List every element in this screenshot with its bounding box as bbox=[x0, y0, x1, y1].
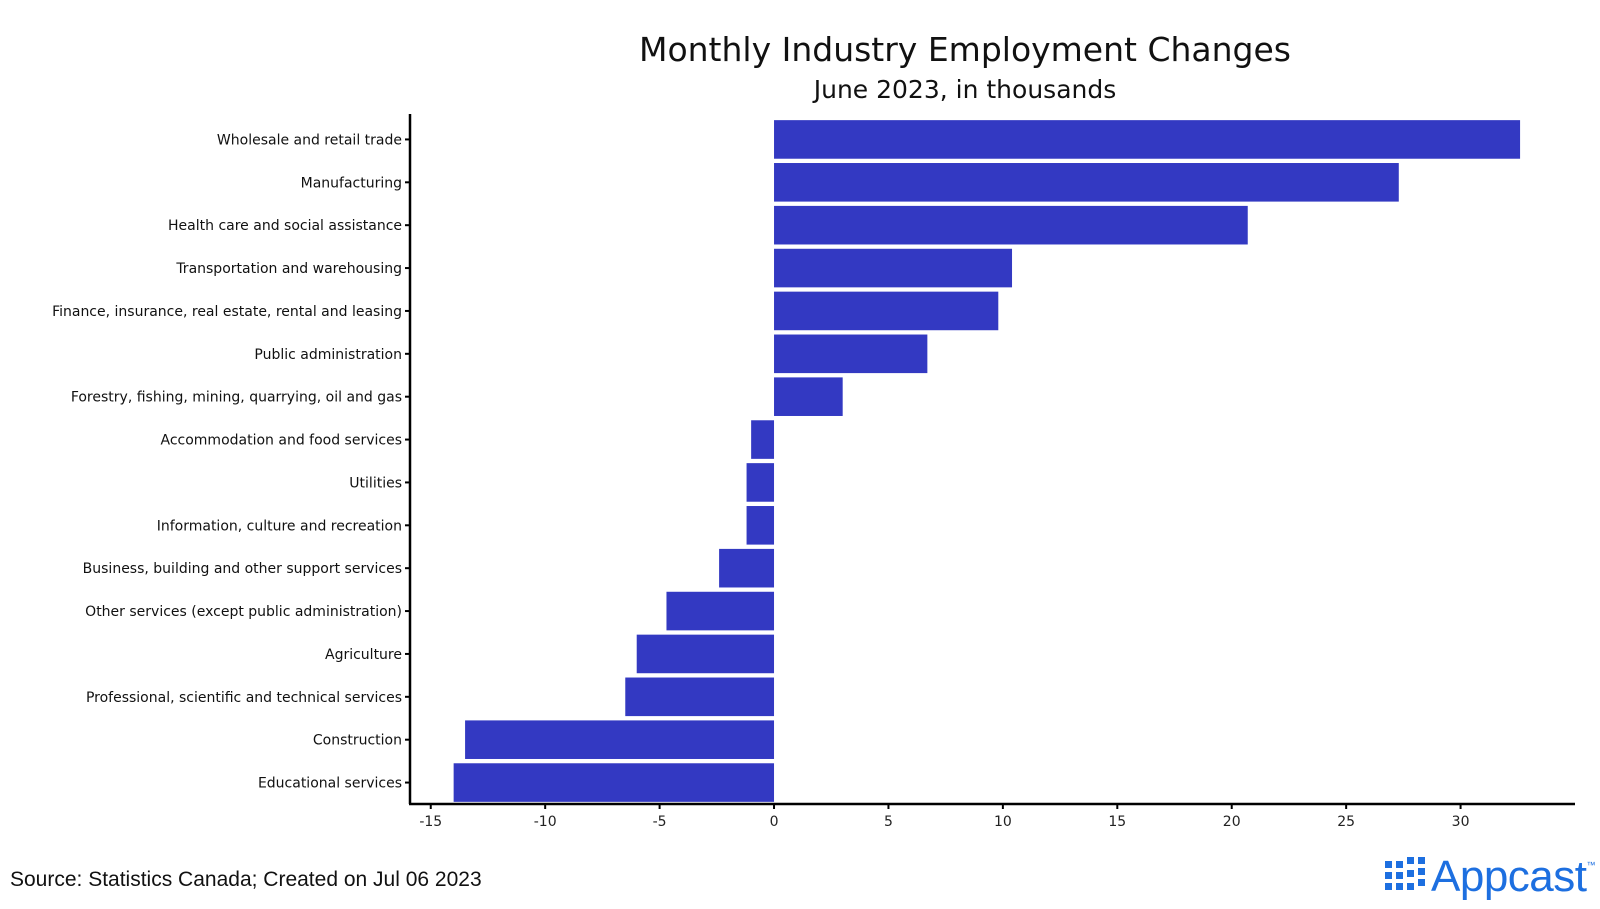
category-label: Manufacturing bbox=[301, 175, 402, 191]
bar bbox=[751, 420, 775, 459]
appcast-logo-trademark: ™ bbox=[1586, 860, 1596, 870]
category-label: Accommodation and food services bbox=[161, 433, 403, 449]
category-labels: Wholesale and retail trade Manufacturing H… bbox=[52, 132, 410, 792]
x-tick-label: 15 bbox=[1108, 814, 1126, 830]
category-label: Agriculture bbox=[325, 647, 402, 663]
bar bbox=[666, 591, 775, 631]
x-tick-label: -10 bbox=[534, 814, 557, 830]
category-label: Health care and social assistance bbox=[168, 218, 402, 234]
chart-subtitle: June 2023, in thousands bbox=[812, 75, 1117, 104]
chart-title: Monthly Industry Employment Changes bbox=[639, 30, 1291, 69]
bar bbox=[774, 291, 999, 331]
category-label: Utilities bbox=[349, 475, 402, 491]
appcast-logo-text: Appcast bbox=[1431, 852, 1587, 901]
category-label: Construction bbox=[313, 733, 402, 749]
category-label: Professional, scientific and technical s… bbox=[86, 690, 402, 706]
bar bbox=[625, 677, 775, 717]
x-tick-label: -5 bbox=[653, 814, 667, 830]
category-label: Business, building and other support ser… bbox=[83, 561, 402, 577]
x-tick-label: 25 bbox=[1337, 814, 1355, 830]
bars-layer bbox=[453, 120, 1521, 802]
x-tick-label: 20 bbox=[1223, 814, 1241, 830]
bar bbox=[774, 334, 928, 374]
bar bbox=[774, 377, 843, 416]
source-note: Source: Statistics Canada; Created on Ju… bbox=[10, 868, 482, 891]
bar bbox=[774, 205, 1248, 245]
category-label: Forestry, fishing, mining, quarrying, oi… bbox=[71, 390, 402, 406]
category-label: Finance, insurance, real estate, rental … bbox=[52, 304, 402, 320]
x-tick-label: 0 bbox=[770, 814, 779, 830]
bar bbox=[746, 506, 775, 545]
appcast-logo-icon bbox=[1385, 857, 1425, 897]
bar bbox=[719, 548, 775, 588]
category-label: Other services (except public administra… bbox=[85, 604, 402, 620]
category-label: Wholesale and retail trade bbox=[217, 132, 402, 148]
bar bbox=[453, 763, 775, 802]
bar bbox=[746, 463, 775, 502]
category-label: Information, culture and recreation bbox=[157, 518, 402, 534]
appcast-logo: Appcast ™ bbox=[1385, 852, 1595, 902]
bar bbox=[774, 163, 1399, 202]
bar bbox=[636, 634, 775, 674]
bar bbox=[774, 120, 1521, 159]
x-tick-label: 5 bbox=[884, 814, 893, 830]
bar bbox=[774, 248, 1013, 288]
category-label: Public administration bbox=[254, 347, 402, 363]
x-axis-ticks: -15 -10 -5 0 5 10 15 20 25 30 bbox=[419, 804, 1469, 830]
x-tick-label: 30 bbox=[1452, 814, 1470, 830]
bar bbox=[465, 720, 775, 759]
x-tick-label: -15 bbox=[419, 814, 442, 830]
category-label: Educational services bbox=[258, 776, 402, 792]
category-label: Transportation and warehousing bbox=[175, 261, 402, 277]
x-tick-label: 10 bbox=[994, 814, 1012, 830]
